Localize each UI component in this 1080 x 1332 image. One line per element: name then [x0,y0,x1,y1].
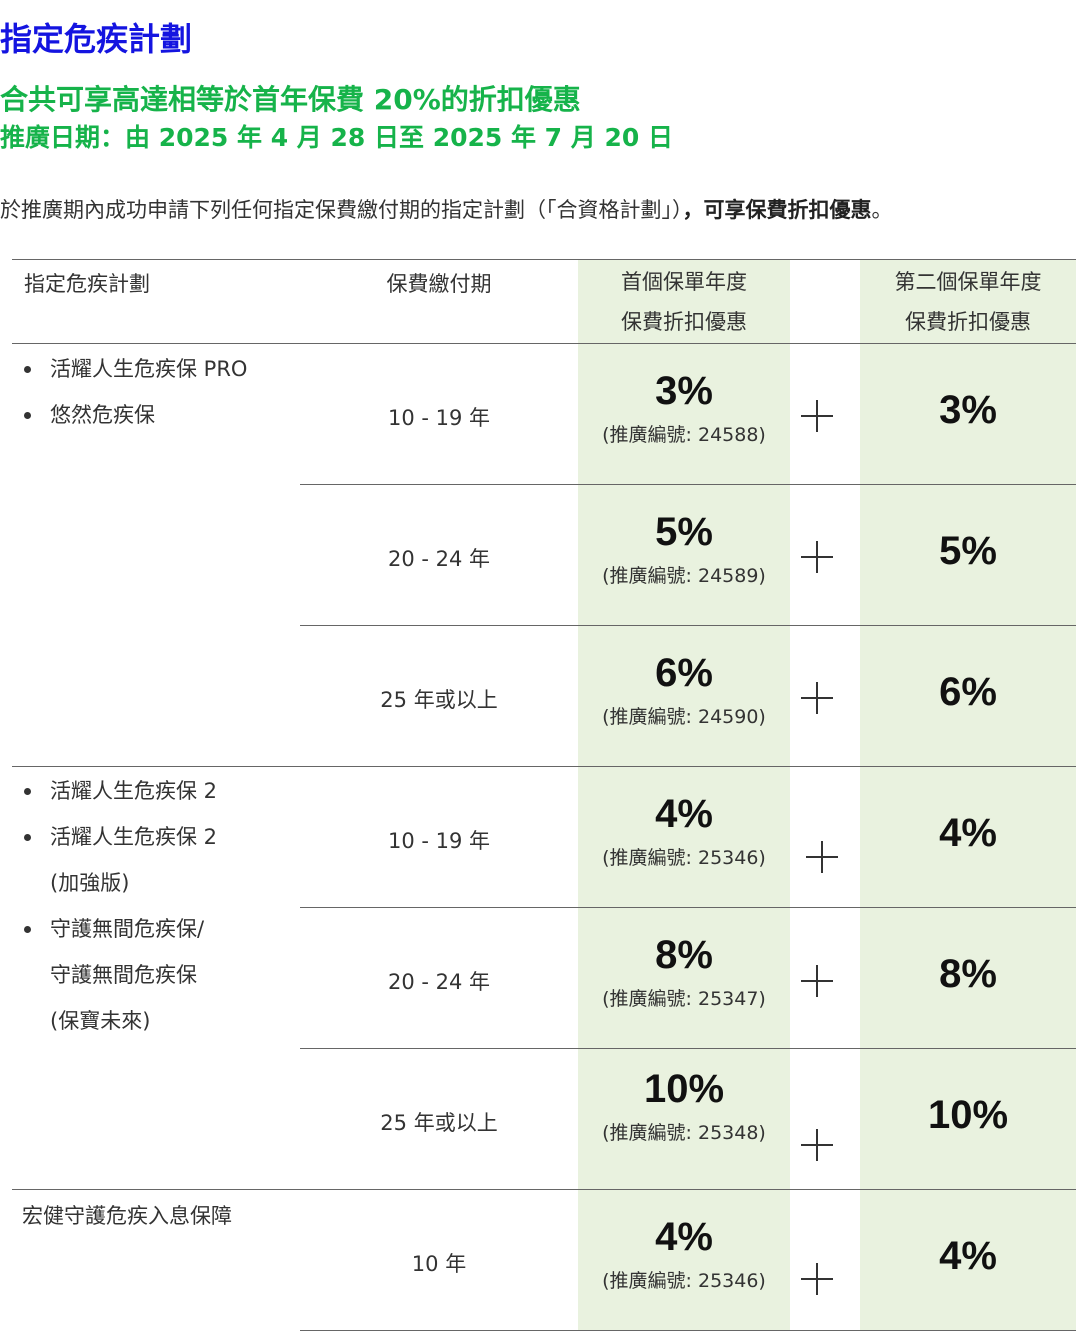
second-year-column-bg [860,260,1076,1330]
first-year-discount: 4% (推廣編號: 25346) [578,1214,790,1293]
plus-icon [797,537,837,577]
plus-icon [802,837,842,877]
discount-percent: 6% [655,651,713,695]
group-divider [12,766,1076,767]
plus-icon [797,1125,837,1165]
first-year-discount: 10% (推廣編號: 25348) [578,1066,790,1145]
row-divider [300,484,1076,485]
header-first-line2: 保費折扣優惠 [621,310,747,334]
row-divider [300,625,1076,626]
plan-item: 守護無間危疾保/ [22,906,217,952]
page-title: 指定危疾計劃 [0,20,193,58]
intro-paragraph: 於推廣期內成功申請下列任何指定保費繳付期的指定計劃（「合資格計劃」），可享保費折… [0,194,893,224]
discount-percent: 8% [655,933,713,977]
promo-code: (推廣編號: 24589) [602,565,766,587]
term-cell: 10 - 19 年 [387,406,491,430]
plus-icon [797,678,837,718]
first-year-column-bg [578,260,790,1330]
plan-item-cont: (保寶未來) [50,1009,151,1033]
discount-percent: 4% [655,1215,713,1259]
promo-code: (推廣編號: 24590) [602,706,766,728]
promo-code: (推廣編號: 25346) [602,847,766,869]
group-divider [12,1189,1076,1190]
plan-item: 活耀人生危疾保 2 [22,768,217,814]
discount-percent: 4% [655,792,713,836]
header-second-line1: 第二個保單年度 [894,270,1042,294]
plan-item: 活耀人生危疾保 2 [22,814,217,860]
promo-code: (推廣編號: 24588) [602,424,766,446]
term-cell: 25 年或以上 [380,688,498,712]
offer-subtitle: 合共可享高達相等於首年保費 20%的折扣優惠 [0,83,581,116]
header-second-year: 第二個保單年度 保費折扣優惠 [860,262,1076,342]
second-year-discount: 4% [939,1234,997,1278]
promo-code: (推廣編號: 25346) [602,1270,766,1292]
table-top-rule [12,259,1076,260]
header-bottom-rule [12,343,1076,344]
header-second-line2: 保費折扣優惠 [905,310,1031,334]
header-first-year: 首個保單年度 保費折扣優惠 [578,262,790,342]
discount-percent: 5% [655,510,713,554]
plus-icon [797,396,837,436]
first-year-discount: 8% (推廣編號: 25347) [578,932,790,1011]
promo-period: 推廣日期：由 2025 年 4 月 28 日至 2025 年 7 月 20 日 [0,123,673,152]
discount-percent: 3% [655,369,713,413]
plan-item: 悠然危疾保 [22,392,247,438]
header-plan: 指定危疾計劃 [24,272,150,296]
promo-code: (推廣編號: 25348) [602,1122,766,1144]
first-year-discount: 6% (推廣編號: 24590) [578,650,790,729]
second-year-discount: 10% [927,1093,1009,1137]
row-divider [300,907,1076,908]
plan-group-3: 宏健守護危疾入息保障 [22,1204,232,1228]
term-cell: 25 年或以上 [380,1111,498,1135]
term-cell: 10 - 19 年 [387,829,491,853]
second-year-discount: 8% [939,952,997,996]
intro-bold: ，可享保費折扣優惠 [682,198,872,222]
plus-icon [797,961,837,1001]
discount-percent: 10% [643,1067,725,1111]
term-cell: 20 - 24 年 [387,547,491,571]
table-bottom-rule [300,1330,1076,1331]
plan-group-2: 活耀人生危疾保 2 活耀人生危疾保 2 (加強版) 守護無間危疾保/ 守護無間危… [22,768,217,1044]
second-year-discount: 5% [939,529,997,573]
intro-text: 於推廣期內成功申請下列任何指定保費繳付期的指定計劃（「合資格計劃」） [0,198,683,222]
first-year-discount: 4% (推廣編號: 25346) [578,791,790,870]
plan-group-1: 活耀人生危疾保 PRO 悠然危疾保 [22,346,247,438]
plan-item-cont: 守護無間危疾保 [50,963,197,987]
intro-end: 。 [871,198,893,222]
second-year-discount: 4% [939,811,997,855]
header-first-line1: 首個保單年度 [621,270,747,294]
plan-item: 活耀人生危疾保 PRO [22,346,247,392]
second-year-discount: 3% [939,388,997,432]
plus-icon [797,1259,837,1299]
header-term: 保費繳付期 [386,272,492,296]
promo-code: (推廣編號: 25347) [602,988,766,1010]
plan-item-cont: (加強版) [50,871,130,895]
first-year-discount: 5% (推廣編號: 24589) [578,509,790,588]
term-cell: 20 - 24 年 [387,970,491,994]
term-cell: 10 年 [411,1252,467,1276]
first-year-discount: 3% (推廣編號: 24588) [578,368,790,447]
row-divider [300,1048,1076,1049]
second-year-discount: 6% [939,670,997,714]
